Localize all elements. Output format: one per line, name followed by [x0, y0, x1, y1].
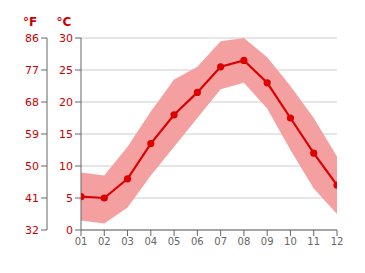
- svg-text:86: 86: [25, 32, 39, 45]
- svg-text:25: 25: [59, 64, 73, 77]
- svg-text:02: 02: [98, 236, 111, 247]
- svg-text:08: 08: [238, 236, 251, 247]
- svg-text:06: 06: [191, 236, 204, 247]
- svg-text:5: 5: [66, 192, 73, 205]
- svg-text:03: 03: [121, 236, 134, 247]
- svg-text:05: 05: [168, 236, 181, 247]
- svg-text:07: 07: [214, 236, 227, 247]
- svg-text:15: 15: [59, 128, 73, 141]
- svg-text:°C: °C: [57, 15, 72, 29]
- svg-text:11: 11: [307, 236, 320, 247]
- svg-text:50: 50: [25, 160, 39, 173]
- svg-text:77: 77: [25, 64, 39, 77]
- svg-text:01: 01: [75, 236, 88, 247]
- svg-text:32: 32: [25, 224, 39, 237]
- svg-text:30: 30: [59, 32, 73, 45]
- svg-text:12: 12: [331, 236, 344, 247]
- svg-text:59: 59: [25, 128, 39, 141]
- svg-text:04: 04: [144, 236, 157, 247]
- svg-text:0: 0: [66, 224, 73, 237]
- svg-text:10: 10: [59, 160, 73, 173]
- svg-text:09: 09: [261, 236, 274, 247]
- svg-text:°F: °F: [23, 15, 37, 29]
- svg-text:68: 68: [25, 96, 39, 109]
- svg-text:20: 20: [59, 96, 73, 109]
- svg-text:41: 41: [25, 192, 39, 205]
- svg-text:10: 10: [284, 236, 297, 247]
